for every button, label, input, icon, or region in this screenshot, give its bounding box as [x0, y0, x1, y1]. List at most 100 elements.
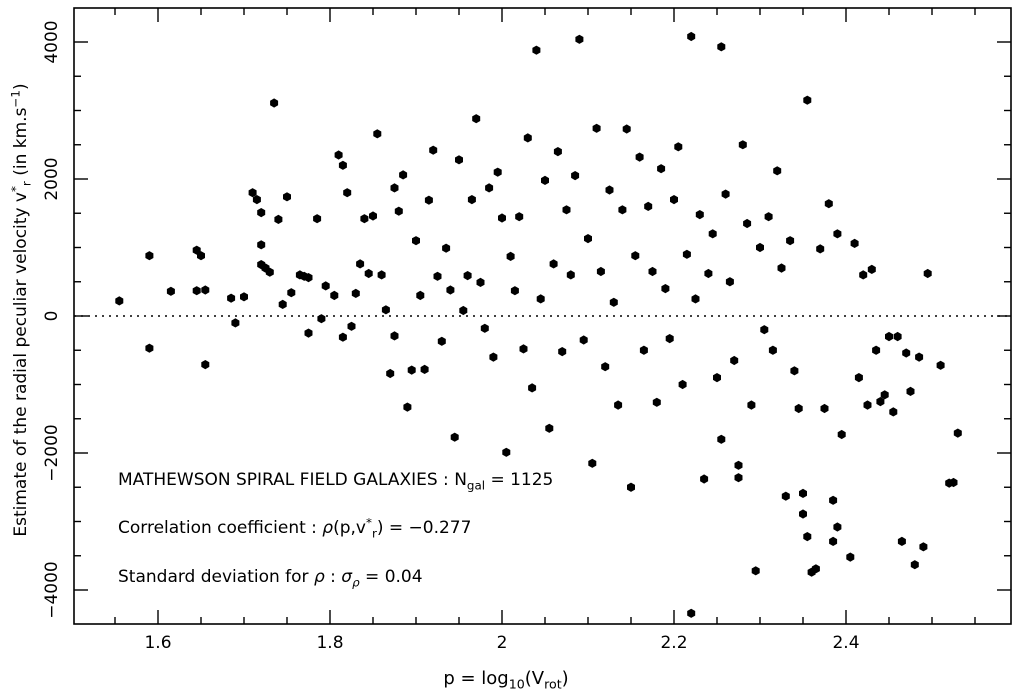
scatter-point [523, 133, 532, 143]
scatter-point [278, 299, 287, 309]
scatter-point [786, 236, 795, 246]
scatter-point [252, 195, 261, 205]
scatter-point [687, 608, 696, 618]
scatter-point [897, 536, 906, 546]
scatter-point [373, 129, 382, 139]
scatter-point [760, 325, 769, 335]
scatter-point [493, 167, 502, 177]
scatter-point [394, 206, 403, 216]
scatter-point [166, 286, 175, 296]
scatter-point [708, 229, 717, 239]
scatter-point [622, 124, 631, 134]
scatter-point [532, 45, 541, 55]
scatter-point [403, 402, 412, 412]
scatter-point [601, 362, 610, 372]
scatter-point [480, 323, 489, 333]
annotation-correlation: Correlation coefficient : ρ(p,v*r) = −0.… [118, 515, 472, 541]
scatter-point [902, 348, 911, 358]
scatter-point [562, 205, 571, 215]
scatter-point [609, 297, 618, 307]
scatter-point [876, 397, 885, 407]
scatter-point [240, 292, 248, 302]
scatter-point [515, 212, 524, 222]
scatter-point [197, 251, 205, 261]
scatter-point [553, 147, 562, 157]
scatter-point [455, 155, 463, 165]
scatter-point [781, 491, 790, 501]
scatter-point [695, 210, 704, 220]
scatter-point [472, 114, 481, 124]
scatter-point [433, 271, 442, 281]
scatter-point [687, 31, 696, 42]
scatter-point [407, 365, 416, 375]
scatter-point [811, 564, 820, 574]
scatter-point [910, 560, 919, 570]
scatter-point [618, 205, 627, 215]
scatter-point [738, 140, 747, 150]
scatter-point [429, 145, 438, 155]
scatter-point [459, 305, 468, 316]
scatter-point [627, 482, 635, 492]
scatter-point [674, 142, 683, 152]
scatter-point [115, 296, 124, 306]
scatter-point [850, 238, 859, 248]
scatter-point [816, 244, 825, 254]
scatter-point [390, 183, 399, 193]
scatter-point [872, 345, 881, 355]
scatter-point [334, 150, 343, 160]
scatter-point [854, 373, 863, 383]
scatter-point [227, 293, 236, 303]
scatter-point [700, 474, 709, 484]
scatter-point [399, 170, 408, 180]
scatter-point [192, 286, 201, 296]
scatter-point [437, 336, 446, 346]
scatter-point [592, 123, 601, 133]
scatter-point [713, 373, 721, 383]
scatter-point [416, 290, 425, 301]
annotation-galaxy-count: MATHEWSON SPIRAL FIELD GALAXIES : Ngal =… [118, 470, 554, 493]
scatter-point [833, 229, 842, 239]
scatter-point [665, 334, 674, 344]
scatter-point [635, 152, 644, 162]
scatter-point [304, 328, 313, 338]
scatter-point [764, 212, 773, 222]
scatter-point [721, 189, 730, 199]
scatter-point [446, 285, 455, 295]
scatter-point [799, 509, 807, 519]
scatter-point [584, 234, 592, 244]
scatter-point [338, 160, 347, 170]
scatter-point [265, 267, 274, 277]
scatter-point [846, 552, 855, 562]
scatter-point [575, 34, 584, 44]
x-tick-label: 1.8 [316, 633, 343, 653]
scatter-point [201, 285, 210, 295]
scatter-point [270, 98, 279, 108]
scatter-point [356, 259, 365, 269]
scatter-point [777, 263, 786, 273]
data-points [115, 31, 962, 618]
scatter-point [820, 403, 829, 414]
scatter-point [691, 294, 700, 304]
scatter-point [545, 423, 554, 433]
axis-ticks [74, 8, 1011, 624]
scatter-point [145, 343, 154, 353]
scatter-point [579, 335, 588, 345]
scatter-point [833, 522, 842, 532]
scatter-point [201, 360, 210, 370]
scatter-point [734, 460, 743, 470]
annotation-std-dev: Standard deviation for ρ : σρ = 0.04 [118, 567, 423, 590]
scatter-point [485, 183, 494, 193]
y-axis-label: Estimate of the radial peculiar velocity… [8, 83, 34, 537]
x-tick-label: 2.4 [832, 633, 859, 653]
scatter-point [558, 347, 567, 357]
scatter-point [287, 288, 296, 298]
scatter-point [859, 270, 868, 280]
x-tick-label: 2 [497, 633, 508, 653]
scatter-point [330, 290, 339, 301]
scatter-point [747, 400, 756, 410]
scatter-point [717, 42, 726, 52]
scatter-point [313, 214, 322, 224]
scatter-point [670, 195, 678, 205]
scatter-point [588, 458, 597, 468]
